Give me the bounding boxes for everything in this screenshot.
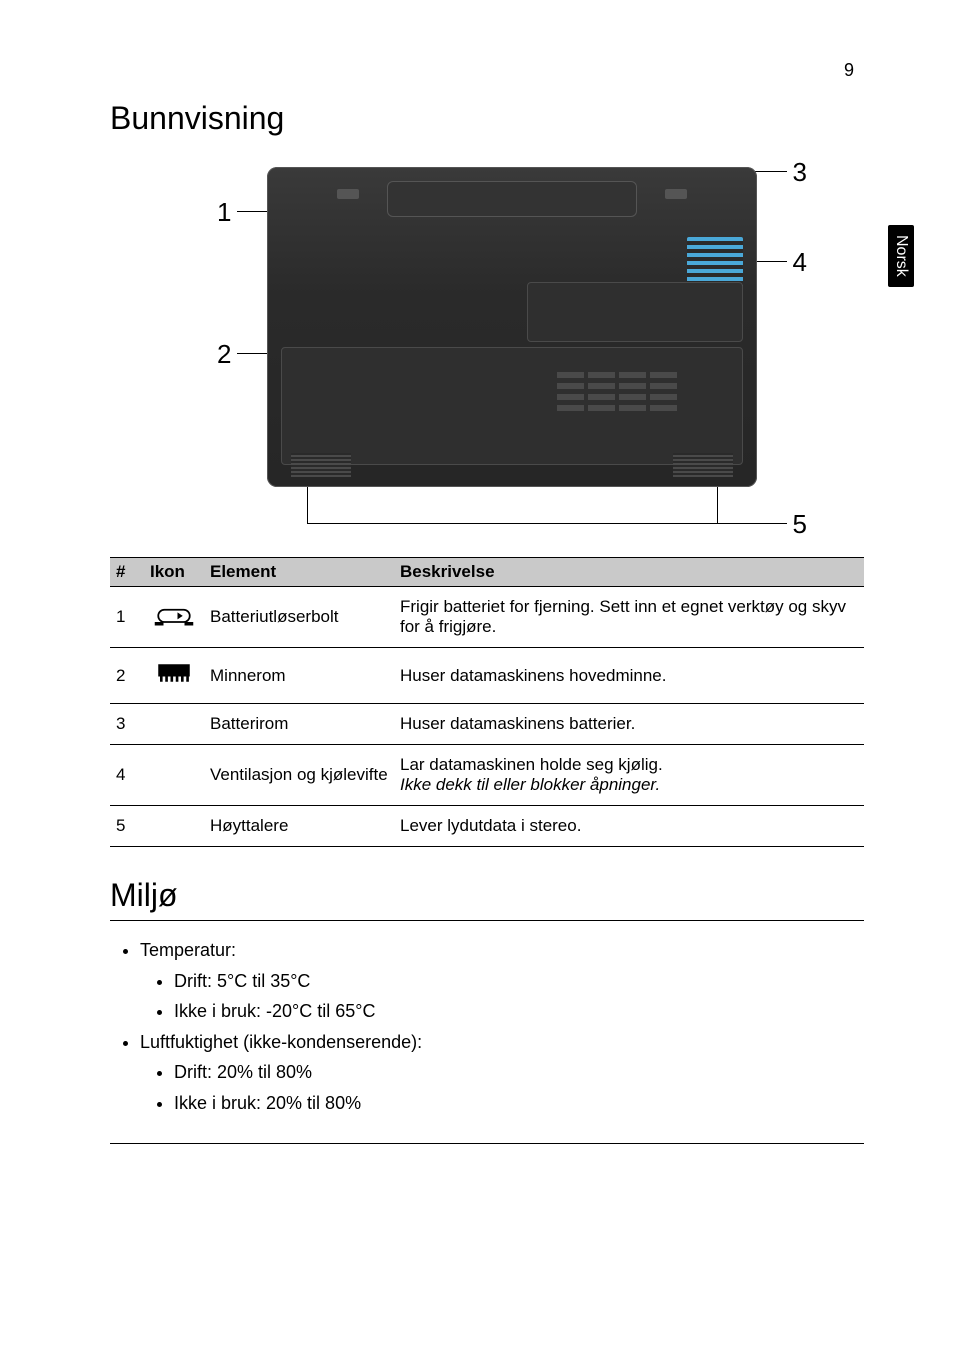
laptop-body bbox=[267, 167, 757, 487]
desc-plain: Lar datamaskinen holde seg kjølig. bbox=[400, 755, 663, 774]
cell-icon bbox=[144, 648, 204, 704]
access-panel bbox=[527, 282, 743, 342]
cell-element: Batterirom bbox=[204, 704, 394, 745]
cell-desc: Huser datamaskinens hovedminne. bbox=[394, 648, 864, 704]
cell-desc: Huser datamaskinens batterier. bbox=[394, 704, 864, 745]
cell-num: 3 bbox=[110, 704, 144, 745]
memory-icon bbox=[153, 658, 195, 688]
cell-desc: Frigir batteriet for fjerning. Sett inn … bbox=[394, 587, 864, 648]
callout-4: 4 bbox=[793, 247, 807, 278]
callout-3: 3 bbox=[793, 157, 807, 188]
cell-element: Minnerom bbox=[204, 648, 394, 704]
callout-5: 5 bbox=[793, 509, 807, 540]
latch-icon bbox=[665, 189, 687, 199]
table-row: 3 Batterirom Huser datamaskinens batteri… bbox=[110, 704, 864, 745]
language-tab: Norsk bbox=[888, 225, 914, 287]
table-row: 4 Ventilasjon og kjølevifte Lar datamask… bbox=[110, 745, 864, 806]
env-label: Luftfuktighet (ikke-kondenserende): bbox=[140, 1032, 422, 1052]
cell-num: 1 bbox=[110, 587, 144, 648]
cell-num: 5 bbox=[110, 806, 144, 847]
battery-latch-icon bbox=[153, 600, 195, 630]
list-item: Temperatur: Drift: 5°C til 35°C Ikke i b… bbox=[140, 935, 864, 1027]
section-rule bbox=[110, 920, 864, 921]
col-num: # bbox=[110, 558, 144, 587]
callout-1: 1 bbox=[217, 197, 231, 228]
memory-slots bbox=[557, 367, 677, 416]
cell-icon bbox=[144, 587, 204, 648]
env-label: Temperatur: bbox=[140, 940, 236, 960]
cell-element: Ventilasjon og kjølevifte bbox=[204, 745, 394, 806]
section-title-bottom-view: Bunnvisning bbox=[110, 100, 864, 137]
desc-italic: Ikke dekk til eller blokker åpninger. bbox=[400, 775, 660, 794]
callout-2: 2 bbox=[217, 339, 231, 370]
bottom-rule bbox=[110, 1143, 864, 1144]
cell-icon bbox=[144, 704, 204, 745]
cell-num: 2 bbox=[110, 648, 144, 704]
parts-table: # Ikon Element Beskrivelse 1 Batteriutlø… bbox=[110, 557, 864, 847]
battery-compartment bbox=[387, 181, 637, 217]
col-desc: Beskrivelse bbox=[394, 558, 864, 587]
latch-icon bbox=[337, 189, 359, 199]
table-row: 1 Batteriutløserbolt Frigir batteriet fo… bbox=[110, 587, 864, 648]
laptop-bottom-diagram: 1 2 3 4 5 bbox=[110, 157, 864, 547]
page-number: 9 bbox=[844, 60, 854, 81]
cell-icon bbox=[144, 806, 204, 847]
table-header-row: # Ikon Element Beskrivelse bbox=[110, 558, 864, 587]
col-icon: Ikon bbox=[144, 558, 204, 587]
list-item: Ikke i bruk: -20°C til 65°C bbox=[174, 996, 864, 1027]
speaker-grille bbox=[291, 453, 351, 477]
list-item: Drift: 20% til 80% bbox=[174, 1057, 864, 1088]
table-row: 2 Minnerom Huser datamaskinens hovedminn… bbox=[110, 648, 864, 704]
cell-desc: Lever lydutdata i stereo. bbox=[394, 806, 864, 847]
cell-desc: Lar datamaskinen holde seg kjølig. Ikke … bbox=[394, 745, 864, 806]
speaker-grille bbox=[673, 453, 733, 477]
table-row: 5 Høyttalere Lever lydutdata i stereo. bbox=[110, 806, 864, 847]
cell-num: 4 bbox=[110, 745, 144, 806]
cell-icon bbox=[144, 745, 204, 806]
col-element: Element bbox=[204, 558, 394, 587]
list-item: Luftfuktighet (ikke-kondenserende): Drif… bbox=[140, 1027, 864, 1119]
list-item: Drift: 5°C til 35°C bbox=[174, 966, 864, 997]
leader-line bbox=[307, 523, 787, 524]
cell-element: Batteriutløserbolt bbox=[204, 587, 394, 648]
section-title-environment: Miljø bbox=[110, 877, 864, 914]
cell-element: Høyttalere bbox=[204, 806, 394, 847]
environment-list: Temperatur: Drift: 5°C til 35°C Ikke i b… bbox=[140, 935, 864, 1119]
list-item: Ikke i bruk: 20% til 80% bbox=[174, 1088, 864, 1119]
